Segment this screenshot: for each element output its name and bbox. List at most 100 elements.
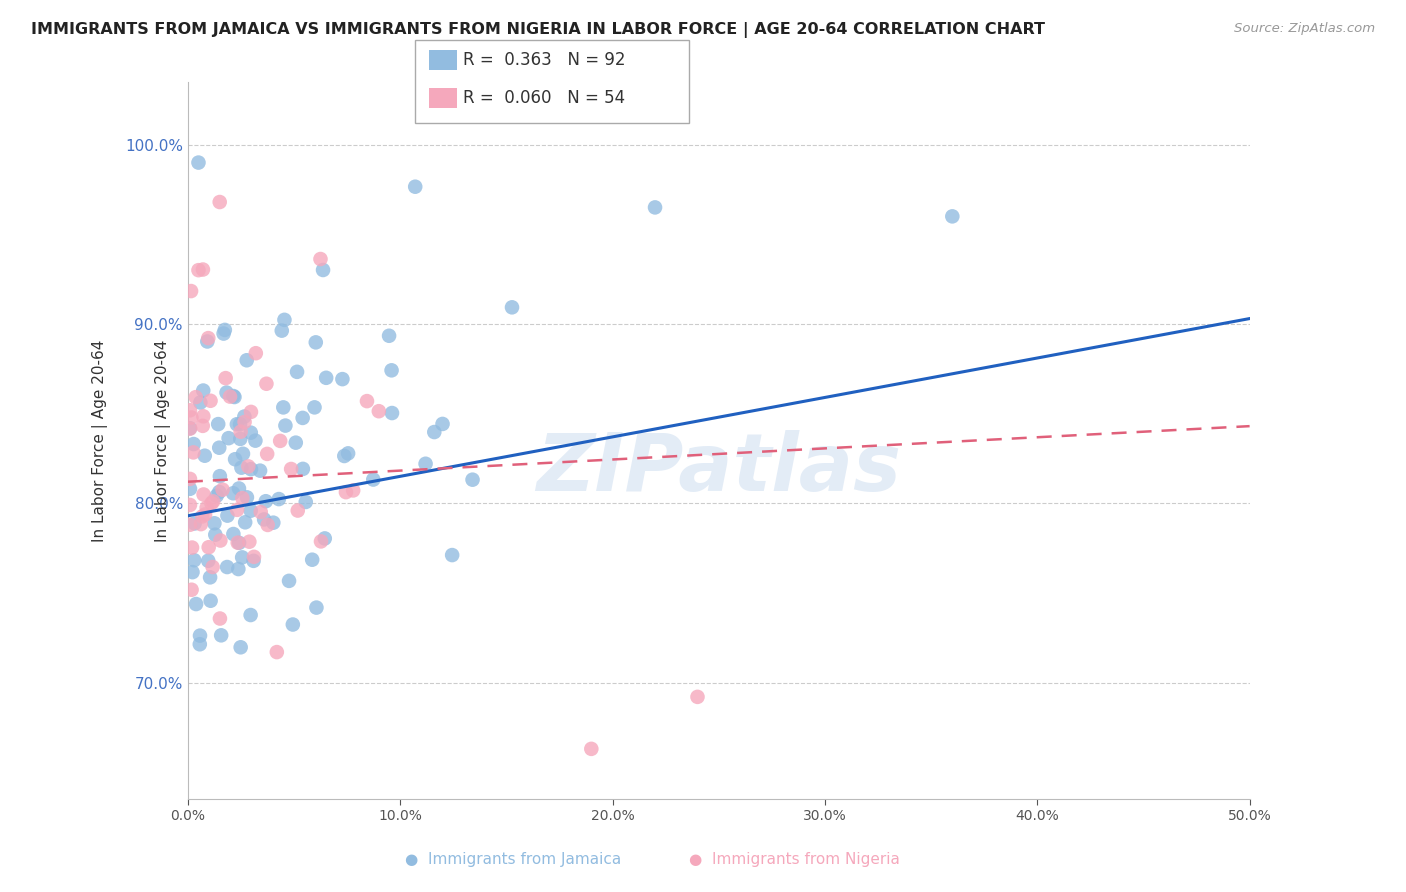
Point xyxy=(222,389,245,403)
Point xyxy=(233,415,256,429)
Point xyxy=(183,437,205,451)
Point xyxy=(238,459,260,474)
Point xyxy=(208,611,231,625)
Point xyxy=(269,434,291,448)
Point xyxy=(183,553,205,567)
Point xyxy=(301,552,323,566)
Point xyxy=(179,403,201,417)
Point xyxy=(181,565,204,579)
Point xyxy=(941,210,963,224)
Point xyxy=(226,535,249,549)
Point xyxy=(312,263,335,277)
Point xyxy=(187,263,209,277)
Point xyxy=(287,503,309,517)
Point xyxy=(181,541,204,555)
Point xyxy=(309,252,332,266)
Point xyxy=(197,540,219,554)
Point xyxy=(239,504,262,518)
Point xyxy=(219,390,242,404)
Point xyxy=(432,417,454,431)
Y-axis label: In Labor Force | Age 20-64: In Labor Force | Age 20-64 xyxy=(93,339,108,541)
Point xyxy=(314,532,336,546)
Point xyxy=(256,447,278,461)
Point xyxy=(273,313,295,327)
Point xyxy=(208,485,231,500)
Point xyxy=(180,582,202,597)
Point xyxy=(188,629,211,643)
Point xyxy=(202,516,225,531)
Point xyxy=(195,334,218,349)
Point xyxy=(404,179,426,194)
Point xyxy=(284,435,307,450)
Point xyxy=(236,491,259,505)
Point xyxy=(222,527,245,541)
Point xyxy=(191,418,214,433)
Point xyxy=(361,473,384,487)
Point xyxy=(228,536,250,550)
Point xyxy=(229,417,252,432)
Point xyxy=(285,365,308,379)
Point xyxy=(191,262,214,277)
Point xyxy=(233,516,256,530)
Point xyxy=(229,425,252,439)
Point xyxy=(304,401,326,415)
Point xyxy=(211,483,233,497)
Point xyxy=(218,431,240,445)
Point xyxy=(183,516,205,531)
Point xyxy=(195,500,218,515)
Point xyxy=(356,394,378,409)
Point xyxy=(180,410,202,425)
Point xyxy=(187,155,209,169)
Point xyxy=(278,574,301,588)
Point xyxy=(215,385,238,400)
Text: ●  Immigrants from Nigeria: ● Immigrants from Nigeria xyxy=(689,852,900,867)
Point xyxy=(184,597,207,611)
Point xyxy=(644,201,666,215)
Point xyxy=(256,517,278,532)
Point xyxy=(190,517,212,532)
Point xyxy=(200,593,222,607)
Point xyxy=(194,449,217,463)
Point xyxy=(197,331,219,345)
Text: ZIPatlas: ZIPatlas xyxy=(536,430,901,508)
Point xyxy=(232,447,254,461)
Point xyxy=(294,495,316,509)
Point xyxy=(423,425,446,439)
Point xyxy=(224,452,246,467)
Point xyxy=(194,508,217,522)
Point xyxy=(209,628,232,642)
Point xyxy=(291,411,314,425)
Point xyxy=(180,284,202,298)
Point xyxy=(367,404,389,418)
Point xyxy=(198,570,221,584)
Point xyxy=(309,534,332,549)
Point xyxy=(239,607,262,622)
Point xyxy=(179,482,201,496)
Text: R =  0.060   N = 54: R = 0.060 N = 54 xyxy=(463,89,624,107)
Point xyxy=(253,512,276,526)
Point xyxy=(179,421,201,435)
Point xyxy=(315,371,337,385)
Point xyxy=(270,324,292,338)
Point xyxy=(179,472,201,486)
Point xyxy=(202,494,225,508)
Point xyxy=(193,384,215,398)
Point xyxy=(208,441,231,455)
Point xyxy=(266,645,288,659)
Point xyxy=(238,534,260,549)
Point xyxy=(240,462,263,476)
Point xyxy=(200,393,222,408)
Point xyxy=(271,401,294,415)
Point xyxy=(235,353,257,368)
Point xyxy=(207,417,229,431)
Point xyxy=(201,560,224,574)
Point xyxy=(228,482,250,496)
Point xyxy=(225,417,247,432)
Point xyxy=(239,425,262,440)
Point xyxy=(184,390,207,404)
Text: Source: ZipAtlas.com: Source: ZipAtlas.com xyxy=(1234,22,1375,36)
Point xyxy=(333,449,356,463)
Point xyxy=(342,483,364,498)
Point xyxy=(415,457,437,471)
Point xyxy=(274,418,297,433)
